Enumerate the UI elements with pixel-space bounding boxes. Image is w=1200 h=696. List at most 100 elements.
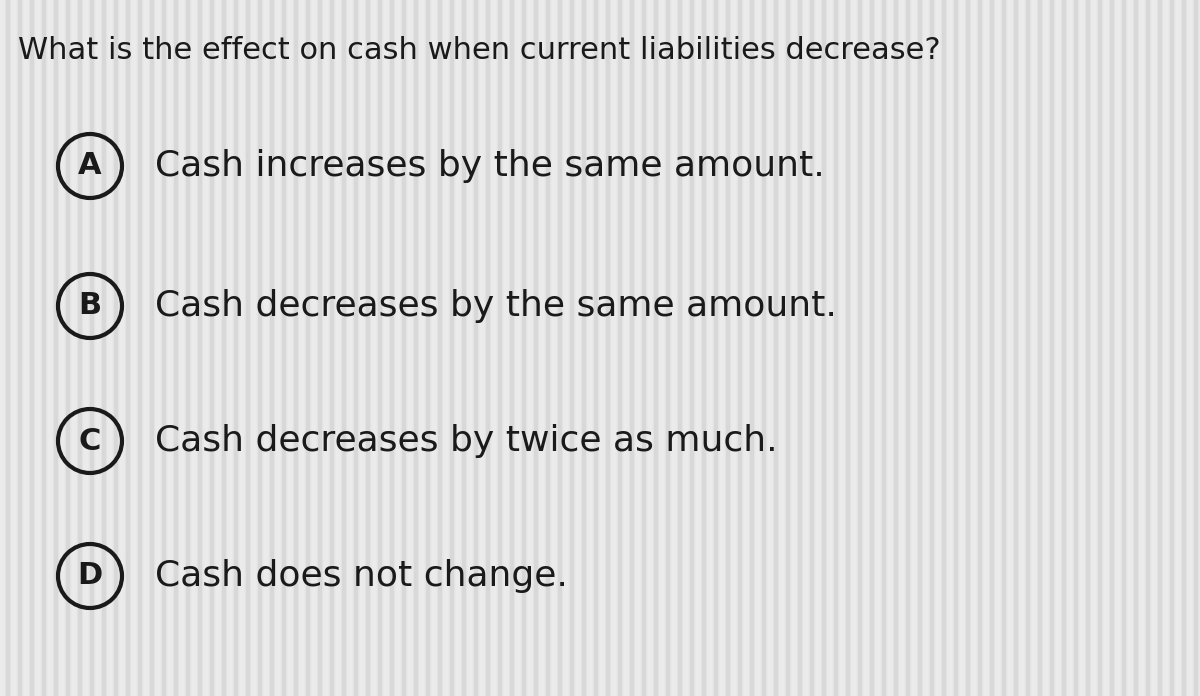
Bar xyxy=(414,0,418,696)
Bar xyxy=(24,0,28,696)
Bar xyxy=(906,0,910,696)
Bar xyxy=(300,0,302,696)
Bar xyxy=(1014,0,1018,696)
Bar xyxy=(912,0,916,696)
Bar xyxy=(1026,0,1030,696)
Text: A: A xyxy=(78,152,102,180)
Bar xyxy=(558,0,562,696)
Bar xyxy=(588,0,592,696)
Bar xyxy=(960,0,964,696)
Bar xyxy=(174,0,178,696)
Bar xyxy=(510,0,514,696)
Text: D: D xyxy=(77,562,103,590)
Bar xyxy=(1020,0,1022,696)
Bar xyxy=(1182,0,1186,696)
Bar xyxy=(762,0,766,696)
Text: What is the effect on cash when current liabilities decrease?: What is the effect on cash when current … xyxy=(18,36,941,65)
Bar xyxy=(186,0,190,696)
Bar xyxy=(204,0,208,696)
Bar xyxy=(504,0,508,696)
Bar xyxy=(378,0,382,696)
Bar xyxy=(222,0,226,696)
Bar xyxy=(948,0,952,696)
Bar xyxy=(882,0,886,696)
Bar xyxy=(972,0,974,696)
Bar xyxy=(162,0,166,696)
Bar xyxy=(780,0,784,696)
Bar xyxy=(534,0,538,696)
Bar xyxy=(990,0,994,696)
Bar xyxy=(924,0,928,696)
Bar xyxy=(1002,0,1006,696)
Bar xyxy=(294,0,298,696)
Bar xyxy=(930,0,934,696)
Bar xyxy=(90,0,94,696)
Bar xyxy=(738,0,742,696)
Bar xyxy=(612,0,616,696)
Bar xyxy=(750,0,754,696)
Bar xyxy=(1092,0,1096,696)
Bar xyxy=(312,0,314,696)
Bar xyxy=(804,0,808,696)
Bar xyxy=(636,0,640,696)
Bar xyxy=(1158,0,1162,696)
Bar xyxy=(348,0,352,696)
Bar xyxy=(210,0,214,696)
Bar xyxy=(624,0,628,696)
Bar xyxy=(792,0,796,696)
Bar xyxy=(426,0,430,696)
Bar xyxy=(1128,0,1132,696)
Bar xyxy=(252,0,256,696)
Bar xyxy=(1038,0,1042,696)
Bar xyxy=(120,0,124,696)
Bar xyxy=(1062,0,1066,696)
Text: Cash decreases by the same amount.: Cash decreases by the same amount. xyxy=(155,289,836,323)
Bar xyxy=(732,0,734,696)
Bar xyxy=(132,0,134,696)
Bar xyxy=(570,0,574,696)
Bar xyxy=(744,0,746,696)
Bar xyxy=(366,0,370,696)
Bar xyxy=(84,0,88,696)
Bar xyxy=(474,0,478,696)
Bar xyxy=(888,0,890,696)
Bar xyxy=(270,0,274,696)
Bar xyxy=(54,0,58,696)
Bar xyxy=(816,0,818,696)
Bar xyxy=(1008,0,1010,696)
Bar xyxy=(642,0,646,696)
Bar xyxy=(690,0,694,696)
Bar xyxy=(810,0,814,696)
Bar xyxy=(978,0,982,696)
Bar xyxy=(840,0,842,696)
Bar xyxy=(360,0,364,696)
Bar xyxy=(600,0,604,696)
Bar xyxy=(540,0,542,696)
Bar xyxy=(96,0,98,696)
Bar xyxy=(984,0,986,696)
Bar xyxy=(1056,0,1060,696)
Bar xyxy=(1176,0,1178,696)
Text: C: C xyxy=(79,427,101,455)
Bar xyxy=(996,0,998,696)
Bar xyxy=(546,0,550,696)
Bar xyxy=(258,0,262,696)
Bar xyxy=(846,0,850,696)
Bar xyxy=(498,0,502,696)
Bar xyxy=(654,0,658,696)
Bar xyxy=(1134,0,1138,696)
Bar xyxy=(1116,0,1120,696)
Bar xyxy=(1074,0,1078,696)
Bar xyxy=(246,0,250,696)
Bar xyxy=(432,0,436,696)
Bar xyxy=(660,0,662,696)
Bar xyxy=(1146,0,1150,696)
Bar xyxy=(306,0,310,696)
Bar xyxy=(720,0,722,696)
Bar xyxy=(462,0,466,696)
Bar xyxy=(444,0,446,696)
Bar xyxy=(36,0,38,696)
Bar xyxy=(354,0,358,696)
Bar xyxy=(66,0,70,696)
Text: Cash increases by the same amount.: Cash increases by the same amount. xyxy=(155,149,824,183)
